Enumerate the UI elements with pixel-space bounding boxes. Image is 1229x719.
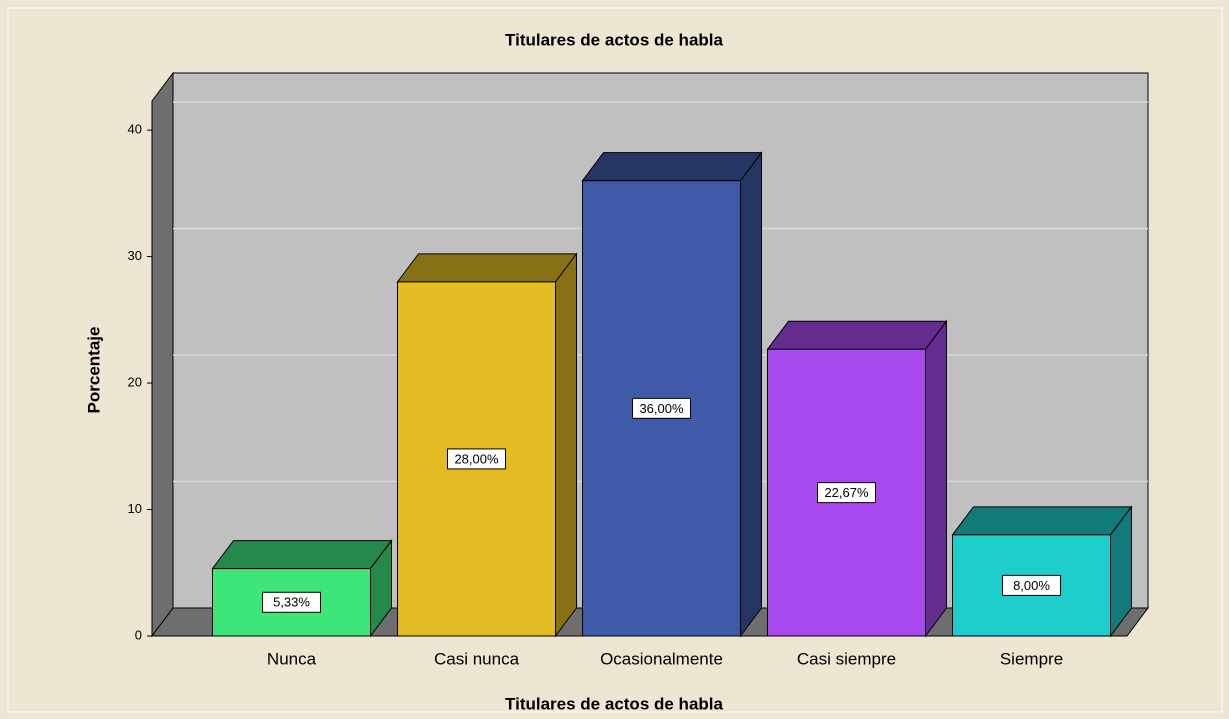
bar-top — [211, 540, 393, 570]
chart-title: Titulares de actos de habla — [505, 30, 723, 49]
bar-side — [925, 319, 947, 638]
x-tick-label: Casi siempre — [797, 649, 896, 668]
data-label-box — [632, 397, 691, 419]
y-tick-label: 30 — [128, 248, 142, 263]
x-tick-label: Casi nunca — [434, 649, 520, 668]
side-wall — [151, 71, 174, 638]
data-label: 5,33% — [273, 595, 310, 610]
data-label-box — [817, 482, 876, 504]
bar — [952, 534, 1111, 637]
bar-side — [740, 151, 762, 638]
data-label-box — [262, 591, 321, 613]
y-tick-label: 20 — [128, 374, 142, 389]
x-tick-label: Ocasionalmente — [600, 649, 723, 668]
bar-top — [766, 320, 948, 350]
x-axis-title: Titulares de actos de habla — [505, 694, 723, 713]
data-label: 22,67% — [824, 485, 869, 500]
bar-top — [951, 506, 1133, 536]
data-label: 36,00% — [639, 401, 684, 416]
data-label-box — [1002, 574, 1061, 596]
x-tick-label: Siempre — [1000, 649, 1063, 668]
y-tick-label: 0 — [135, 627, 142, 642]
x-tick-label: Nunca — [267, 649, 317, 668]
bar-top — [581, 152, 763, 182]
data-label: 28,00% — [454, 451, 499, 466]
y-tick-label: 40 — [128, 122, 142, 137]
data-label-box — [447, 448, 506, 470]
bar-top — [396, 253, 578, 283]
y-axis-title: Porcentaje — [84, 327, 103, 414]
data-label: 8,00% — [1013, 578, 1050, 593]
bar-side — [555, 252, 577, 638]
y-tick-label: 10 — [128, 501, 142, 516]
